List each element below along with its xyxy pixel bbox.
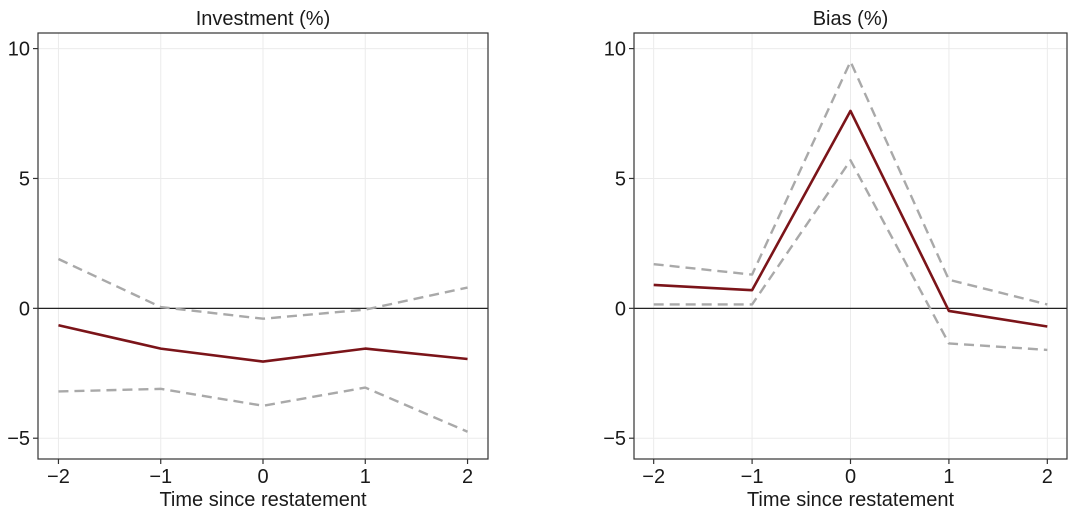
y-tick-label: 0 [19, 298, 30, 320]
gridlines [38, 33, 488, 459]
y-tick-label: 0 [615, 298, 626, 320]
series-line-estimate [58, 323, 468, 363]
series-line-upper [653, 60, 1048, 306]
x-axis-label: Time since restatement [159, 489, 367, 511]
x-tick-label: 1 [943, 466, 954, 488]
panel-bias: Bias (%) Time since restatement −2 −1 0 1 2 −… [603, 8, 1068, 511]
x-tick-label: 2 [1042, 466, 1053, 488]
y-tick-label: 5 [615, 168, 626, 190]
series-line-lower [58, 386, 469, 433]
panel-title: Investment (%) [196, 8, 330, 30]
gridlines [634, 33, 1067, 459]
panel-investment: Investment (%) Time since restatement −2… [7, 8, 489, 511]
y-tick-label: 5 [19, 168, 30, 190]
y-tick-label: 10 [604, 39, 626, 61]
y-tick-label: −5 [7, 428, 30, 450]
panel-title: Bias (%) [813, 8, 889, 30]
x-tick-label: 2 [462, 466, 473, 488]
series-line-estimate [653, 109, 1048, 328]
x-tick-label: 0 [257, 466, 268, 488]
x-tick-label: −1 [149, 466, 172, 488]
series-line-lower [653, 159, 1048, 352]
x-tick-label: −2 [642, 466, 665, 488]
x-tick-label: −1 [741, 466, 764, 488]
y-tick-label: 10 [8, 39, 30, 61]
y-tick-label: −5 [603, 428, 626, 450]
x-tick-label: 1 [360, 466, 371, 488]
series-line-upper [57, 257, 468, 320]
x-tick-label: 0 [845, 466, 856, 488]
x-axis-label: Time since restatement [747, 489, 955, 511]
x-tick-label: −2 [47, 466, 70, 488]
